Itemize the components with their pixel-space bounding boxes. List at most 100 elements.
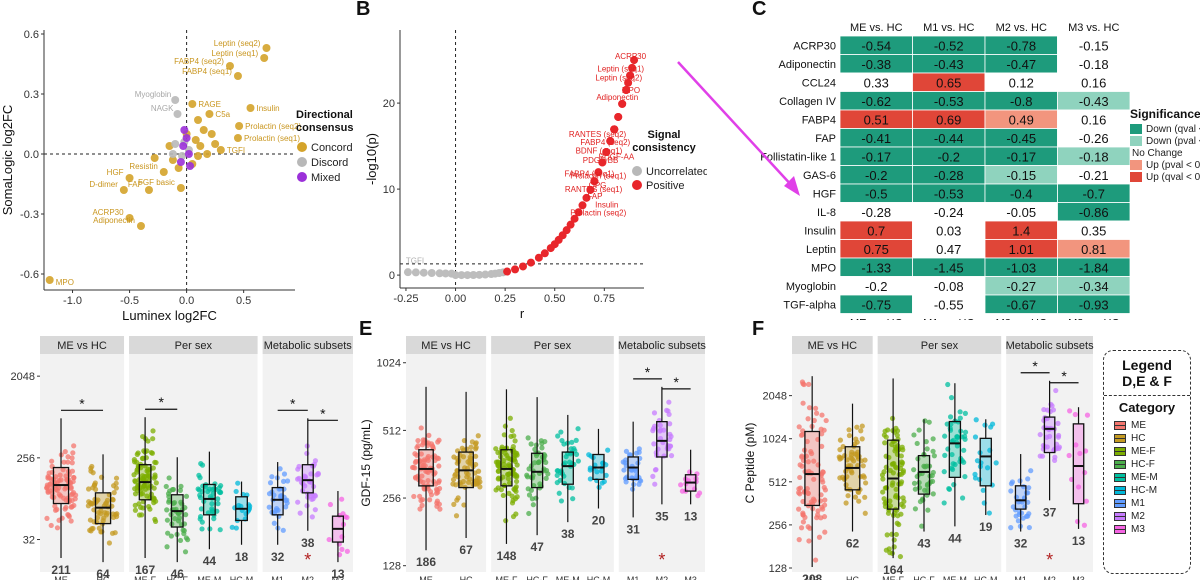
chart-a-point-label: FABP4 (seq2) — [174, 57, 224, 66]
chart-a-point-label: TGFI — [227, 146, 245, 155]
chart-e-data-point — [412, 451, 418, 457]
chart-f-data-point — [798, 525, 805, 531]
chart-d-data-point — [165, 530, 171, 536]
chart-d-data-point — [312, 507, 318, 513]
chart-d-data-point — [62, 448, 68, 455]
chart-a-point — [171, 140, 180, 148]
chart-f-data-point — [860, 463, 866, 469]
chart-d-data-point — [172, 516, 178, 522]
chart-d-data-point — [152, 516, 158, 522]
chart-e-data-point — [629, 486, 636, 492]
chart-e-data-point — [605, 447, 611, 453]
chart-e-data-point — [667, 436, 673, 443]
chart-d-facet-panel — [129, 354, 258, 572]
chart-f-data-point — [802, 514, 808, 520]
chart-f-data-point — [822, 529, 828, 535]
chart-e-sig-star: * — [674, 374, 680, 390]
chart-f-data-point — [1081, 522, 1088, 528]
chart-d-box — [301, 464, 314, 494]
chart-d-data-point — [197, 516, 203, 522]
chart-b-legend-label: Positive — [646, 180, 685, 192]
chart-a-point — [246, 104, 255, 112]
chart-f-data-point — [980, 487, 986, 493]
chart-e-data-point — [657, 422, 663, 428]
chart-c-cell-value: -0.28 — [861, 205, 891, 220]
chart-d-data-point — [103, 501, 109, 507]
chart-e-data-point — [586, 452, 592, 458]
chart-f-data-point — [811, 417, 817, 424]
chart-d-data-point — [54, 525, 61, 531]
chart-e-y-tick-label: 512 — [383, 425, 401, 437]
chart-d-n-label: 64 — [96, 567, 110, 580]
chart-e-data-point — [505, 475, 511, 482]
chart-a-point-label: MPO — [56, 278, 74, 287]
chart-b-point-labelled — [590, 177, 599, 186]
chart-d-data-point — [308, 471, 314, 477]
chart-e-n-label: 13 — [684, 509, 698, 523]
chart-f-data-point — [1056, 445, 1062, 452]
chart-f-data-point — [1047, 408, 1053, 415]
chart-e-box — [418, 449, 434, 487]
chart-d-data-point — [295, 466, 301, 472]
chart-e-x-tick-label: ME-M — [556, 575, 580, 580]
chart-d-data-point — [339, 496, 345, 502]
chart-c-cell-value: -0.54 — [861, 38, 891, 53]
chart-e-data-point — [623, 479, 629, 485]
chart-f-data-point — [949, 451, 955, 458]
chart-f-data-point — [1013, 513, 1019, 519]
chart-a-point — [211, 140, 220, 148]
chart-f-data-point — [819, 443, 825, 449]
chart-f-data-point — [851, 458, 857, 464]
chart-c-cell-value: -0.34 — [1079, 279, 1109, 294]
chart-e-data-point — [695, 493, 701, 499]
chart-e-data-point — [539, 440, 545, 447]
chart-a-y-tick-label: 0.3 — [24, 89, 39, 101]
chart-d-y-tick-label: 256 — [17, 453, 35, 465]
chart-c-cell-value: -0.24 — [934, 205, 964, 220]
chart-c-cell-value: 1.01 — [1009, 242, 1034, 257]
chart-f-data-point — [986, 510, 992, 516]
chart-e-x-tick-label: ME — [419, 575, 433, 580]
chart-c-col-header: M3 vs. HC — [1068, 22, 1119, 34]
chart-d-data-point — [327, 501, 334, 508]
chart-f-data-point — [1055, 420, 1061, 426]
chart-f-data-point — [1008, 488, 1014, 494]
chart-e-data-point — [450, 476, 457, 483]
chart-e-data-point — [555, 433, 561, 439]
chart-d-data-point — [180, 527, 186, 533]
chart-f-data-point — [854, 424, 860, 430]
chart-f-data-point — [1009, 479, 1016, 485]
chart-f-n-label: 32 — [1014, 537, 1028, 551]
chart-e-data-point — [504, 471, 511, 478]
chart-d-data-point — [271, 520, 277, 526]
chart-e-data-point — [415, 443, 421, 449]
chart-d-data-point — [304, 450, 310, 457]
chart-a-point — [171, 96, 180, 104]
chart-c-cell-value: -0.93 — [1079, 297, 1109, 312]
legend-def-swatch — [1114, 525, 1126, 534]
chart-e-data-point — [419, 473, 425, 479]
chart-e-data-point — [512, 452, 518, 458]
chart-e-data-point — [651, 441, 657, 447]
chart-f-data-point — [1067, 408, 1073, 414]
chart-e-data-point — [411, 493, 417, 500]
chart-f-data-point — [804, 486, 810, 492]
chart-d-data-point — [326, 536, 332, 543]
chart-b-point-label: Leptin (seq2) — [595, 73, 642, 82]
chart-d-data-point — [196, 487, 202, 493]
chart-b-x-axis-title: r — [520, 306, 525, 321]
chart-e-data-point — [533, 442, 539, 448]
chart-c-significance-heatmap: ME vs. HC M1 vs. HC M2 vs. HC M3 vs. HC ACRP… — [760, 22, 1200, 320]
chart-e-data-point — [435, 455, 442, 462]
chart-f-data-point — [797, 474, 803, 481]
chart-e-data-point — [636, 481, 642, 487]
chart-c-row-label: Adiponectin — [779, 59, 837, 71]
legend-def-divider — [1104, 395, 1190, 396]
chart-e-data-point — [427, 489, 434, 495]
chart-c-cell-value: -0.21 — [1079, 168, 1109, 183]
chart-b-point-labelled — [610, 125, 619, 134]
chart-d-data-point — [150, 436, 156, 442]
chart-d-data-point — [113, 480, 119, 486]
chart-c-cell-value: 0.03 — [936, 223, 961, 238]
chart-d-data-point — [44, 482, 50, 488]
